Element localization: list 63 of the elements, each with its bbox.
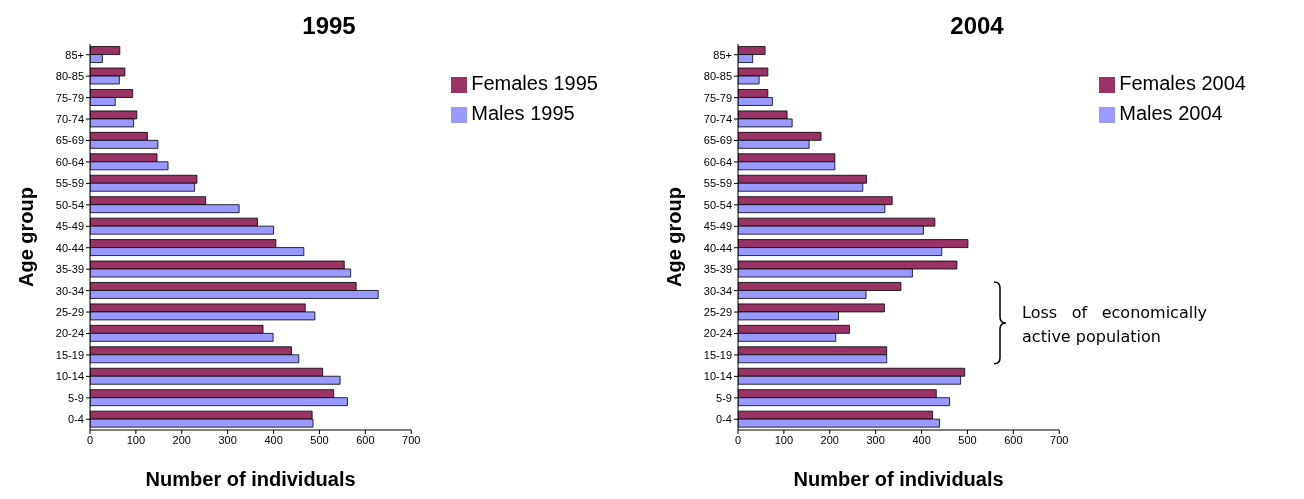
- x-tick-label: 500: [958, 433, 977, 446]
- x-tick-label: 0: [86, 433, 94, 446]
- annotation: Loss of economically active population: [1022, 301, 1208, 348]
- y-tick-label: 65-69: [55, 134, 84, 147]
- y-tick-label: 0-4: [716, 413, 732, 426]
- y-tick-label: 40-44: [703, 241, 732, 254]
- y-tick-label: 40-44: [55, 241, 84, 254]
- legend-label: Females 2004: [1119, 72, 1246, 94]
- y-tick-label: 50-54: [55, 198, 84, 211]
- legend-label: Males 1995: [471, 102, 575, 124]
- x-tick-label: 500: [310, 433, 329, 446]
- y-tick-label: 0-4: [68, 413, 84, 426]
- x-axis-title: Number of individuals: [145, 468, 356, 490]
- x-tick-label: 200: [820, 433, 839, 446]
- y-tick-label: 10-14: [703, 370, 732, 383]
- x-tick-label: 400: [912, 433, 931, 446]
- x-tick-label: 700: [1050, 433, 1069, 446]
- y-tick-label: 20-24: [55, 327, 84, 340]
- y-tick-label: 75-79: [703, 91, 732, 104]
- y-tick-label: 10-14: [55, 370, 84, 383]
- chart-title: 2004: [949, 12, 1005, 40]
- x-tick-label: 600: [1004, 433, 1023, 446]
- y-tick-label: 85+: [65, 48, 84, 61]
- x-tick-label: 0: [734, 433, 742, 446]
- y-tick-label: 35-39: [703, 263, 732, 276]
- y-tick-label: 70-74: [703, 112, 732, 125]
- y-tick-label: 80-85: [703, 70, 732, 83]
- y-tick-label: 25-29: [703, 305, 732, 318]
- y-tick-label: 75-79: [55, 91, 84, 104]
- x-tick-label: 100: [774, 433, 794, 446]
- y-tick-label: 45-49: [703, 220, 732, 233]
- y-tick-label: 5-9: [716, 391, 732, 404]
- y-axis-title: Age group: [15, 187, 38, 287]
- legend-label: Males 2004: [1119, 102, 1223, 124]
- x-tick-label: 300: [218, 433, 237, 446]
- x-tick-label: 600: [356, 433, 375, 446]
- y-tick-label: 25-29: [55, 305, 84, 318]
- legend-label: Females 1995: [471, 72, 598, 94]
- y-tick-label: 55-59: [703, 177, 732, 190]
- y-tick-label: 85+: [713, 48, 732, 61]
- y-tick-label: 65-69: [703, 134, 732, 147]
- chart-title: 1995: [301, 12, 357, 40]
- y-tick-label: 80-85: [55, 70, 84, 83]
- y-tick-label: 55-59: [55, 177, 84, 190]
- y-tick-label: 50-54: [703, 198, 732, 211]
- y-tick-label: 15-19: [703, 348, 732, 361]
- y-tick-label: 35-39: [55, 263, 84, 276]
- x-tick-label: 700: [402, 433, 421, 446]
- y-tick-label: 15-19: [55, 348, 84, 361]
- y-tick-label: 60-64: [55, 155, 84, 168]
- y-tick-label: 60-64: [703, 155, 732, 168]
- y-tick-label: 30-34: [55, 284, 84, 297]
- y-tick-label: 70-74: [55, 112, 84, 125]
- y-tick-label: 45-49: [55, 220, 84, 233]
- x-tick-label: 100: [126, 433, 146, 446]
- y-axis-title: Age group: [663, 187, 686, 287]
- x-tick-label: 200: [172, 433, 191, 446]
- y-tick-label: 5-9: [68, 391, 84, 404]
- x-tick-label: 300: [866, 433, 885, 446]
- x-tick-label: 400: [264, 433, 283, 446]
- x-axis-title: Number of individuals: [793, 468, 1004, 490]
- y-tick-label: 20-24: [703, 327, 732, 340]
- y-tick-label: 30-34: [703, 284, 732, 297]
